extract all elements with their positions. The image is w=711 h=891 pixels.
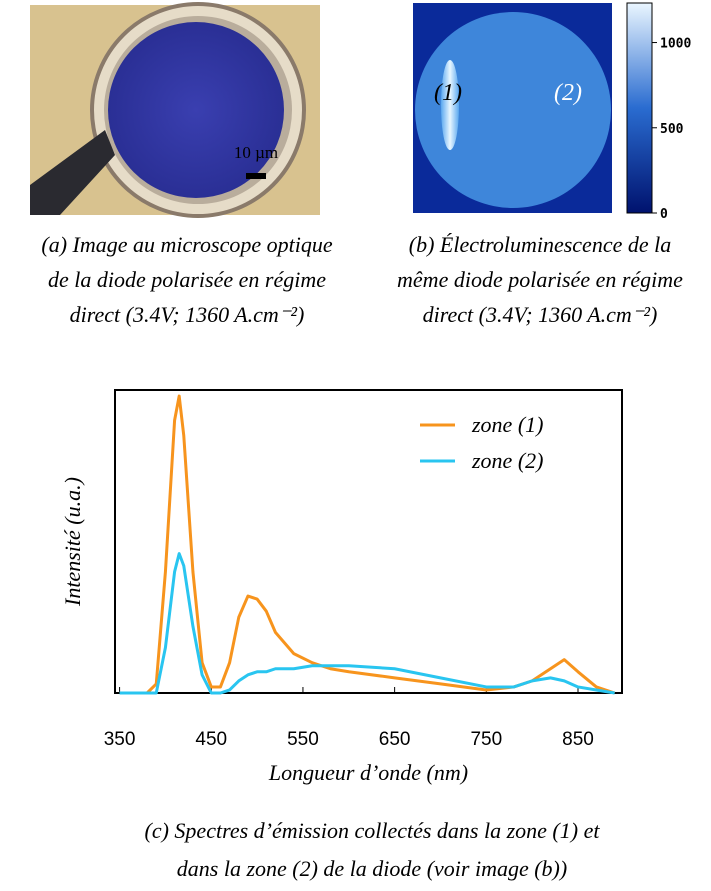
legend-label: zone (2) — [471, 448, 543, 473]
caption: direct (3.4V; 1360 A.cm⁻²) — [423, 302, 658, 327]
zone-label: (1) — [434, 80, 462, 106]
caption: même diode polarisée en régime — [397, 267, 683, 292]
x-tick-label: 650 — [379, 729, 411, 750]
zone-label: (2) — [554, 80, 582, 106]
colorbar-tick-label: 0 — [660, 207, 668, 222]
line-series — [119, 394, 616, 695]
caption: dans la zone (2) de la diode (voir image… — [177, 856, 567, 881]
x-tick-label: 450 — [195, 729, 227, 750]
scale-bar-label: 10 µm — [234, 143, 278, 162]
colorbar-tick-label: 1000 — [660, 37, 691, 52]
caption: de la diode polarisée en régime — [48, 267, 326, 292]
x-tick-label: 550 — [287, 729, 319, 750]
x-tick-label: 850 — [562, 729, 594, 750]
x-tick-label: 350 — [104, 729, 136, 750]
caption: (c) Spectres d’émission collectés dans l… — [145, 818, 601, 843]
legend-label: zone (1) — [471, 412, 543, 437]
microscope-image — [30, 2, 320, 218]
colorbar-tick-label: 500 — [660, 122, 684, 137]
colorbar — [626, 2, 653, 214]
x-tick-label: 750 — [470, 729, 502, 750]
plot-frame — [114, 389, 623, 694]
electroluminescence-image — [413, 3, 612, 213]
caption: (b) Électroluminescence de la — [409, 232, 671, 257]
x-axis-label: Longueur d’onde (nm) — [268, 760, 468, 785]
y-axis-label: Intensité (u.a.) — [60, 477, 85, 607]
caption: (a) Image au microscope optique — [41, 232, 332, 257]
line-series — [119, 552, 615, 695]
caption: direct (3.4V; 1360 A.cm⁻²) — [70, 302, 305, 327]
